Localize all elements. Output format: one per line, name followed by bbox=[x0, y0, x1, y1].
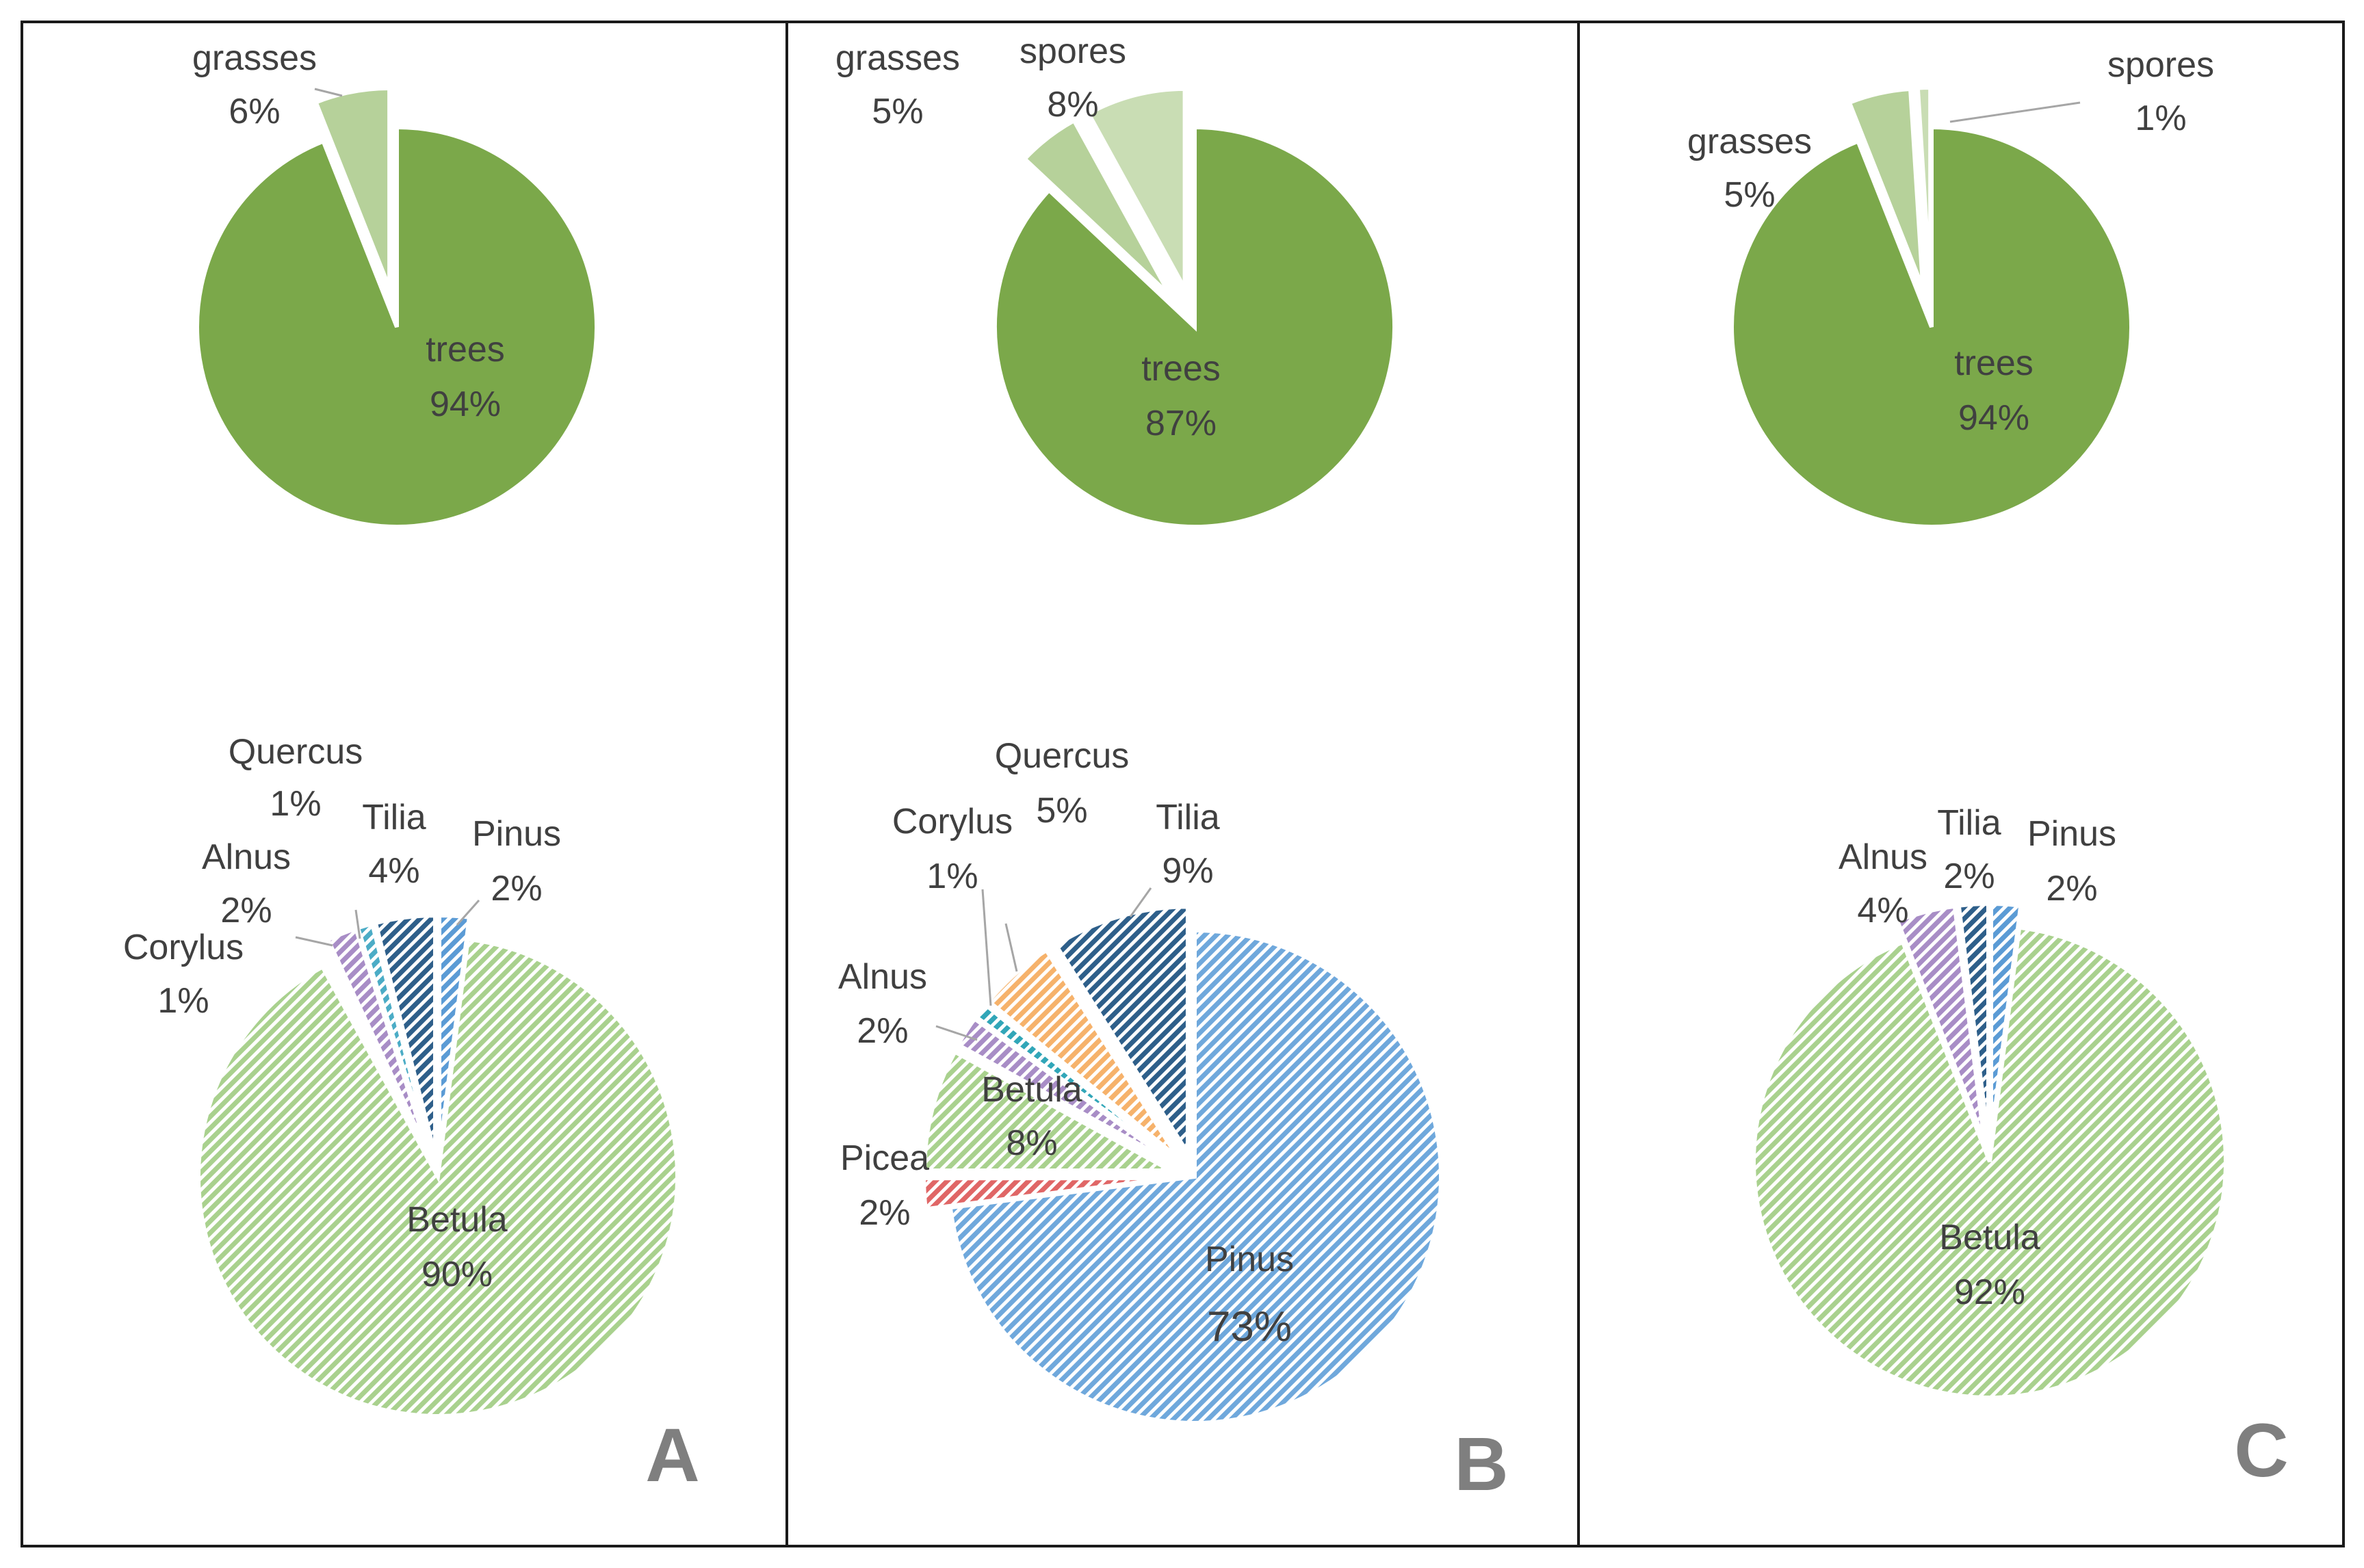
slice-value-pinus: 73% bbox=[1207, 1303, 1292, 1350]
slice-label-trees: trees bbox=[1141, 349, 1221, 389]
leader-line-quercus bbox=[1004, 923, 1018, 972]
slice-value-grasses: 5% bbox=[1724, 175, 1775, 215]
pie-slice-tilia bbox=[1052, 904, 1190, 1160]
pie-slice-betula bbox=[1752, 925, 2228, 1400]
slice-value-pinus: 2% bbox=[491, 869, 542, 909]
slice-label-betula: Betula bbox=[1939, 1218, 2040, 1257]
slice-label-tilia: Tilia bbox=[1156, 798, 1219, 837]
panel-letter-b: B bbox=[1454, 1422, 1508, 1506]
slice-value-quercus: 1% bbox=[270, 784, 321, 824]
slice-value-betula: 92% bbox=[1954, 1272, 2025, 1312]
pie-slice-trees bbox=[993, 125, 1397, 529]
panel-letter-c: C bbox=[2234, 1409, 2288, 1493]
slice-label-corylus: Corylus bbox=[892, 802, 1013, 841]
pie-a-top: trees 94% grasses 6% bbox=[192, 38, 599, 529]
slice-value-tilia: 2% bbox=[1943, 857, 1995, 896]
slice-label-grasses: grasses bbox=[1687, 122, 1812, 161]
slice-value-corylus: 1% bbox=[926, 857, 978, 896]
leader-line-pinus bbox=[456, 900, 480, 926]
slice-value-trees: 87% bbox=[1145, 404, 1217, 443]
slice-value-tilia: 4% bbox=[368, 851, 419, 891]
pie-slice-corylus bbox=[973, 1002, 1177, 1164]
slice-label-grasses: grasses bbox=[192, 38, 317, 78]
pie-slice-tilia bbox=[1956, 902, 1990, 1140]
leader-line-alnus bbox=[295, 936, 333, 947]
pie-slice-alnus bbox=[1895, 904, 1987, 1142]
slice-value-trees: 94% bbox=[1958, 398, 2029, 438]
slice-value-grasses: 6% bbox=[229, 92, 280, 131]
slice-label-spores: spores bbox=[2107, 45, 2214, 85]
leader-line-tilia bbox=[1129, 887, 1152, 917]
slice-value-alnus: 2% bbox=[220, 891, 272, 930]
slice-value-alnus: 2% bbox=[857, 1011, 908, 1051]
pie-slice-tilia bbox=[373, 913, 437, 1155]
pie-slice-spores bbox=[1915, 86, 1933, 288]
slice-label-tilia: Tilia bbox=[1937, 803, 2001, 843]
slice-value-betula: 90% bbox=[421, 1255, 493, 1294]
pie-slice-spores bbox=[1085, 86, 1187, 290]
leader-line-spores bbox=[1949, 101, 2081, 123]
slice-value-corylus: 1% bbox=[157, 981, 209, 1021]
pie-slice-picea bbox=[922, 1176, 1171, 1212]
pie-slice-pinus bbox=[948, 928, 1444, 1425]
slice-label-trees: trees bbox=[426, 330, 505, 369]
pie-c-bottom: Pinus 2% Betula 92% Alnus 4% Tilia 2% bbox=[1752, 803, 2228, 1400]
pie-a-bottom: Pinus 2% Betula 90% Corylus 1% Alnus 2% Quercus 1… bbox=[123, 732, 679, 1418]
slice-label-picea: Picea bbox=[840, 1138, 929, 1178]
slice-value-pinus: 2% bbox=[2046, 869, 2097, 909]
slice-value-quercus: 5% bbox=[1036, 791, 1087, 831]
pie-b-bottom: Pinus 73% Picea 2% Betula 8% Alnus 2% Corylus 1% Q… bbox=[838, 736, 1444, 1425]
pie-slice-betula bbox=[196, 937, 679, 1418]
panel-frames bbox=[21, 21, 2345, 1547]
slice-value-betula: 8% bbox=[1006, 1123, 1057, 1163]
pie-slice-trees bbox=[195, 125, 599, 529]
slice-value-tilia: 9% bbox=[1162, 851, 1213, 891]
slice-value-spores: 8% bbox=[1047, 85, 1098, 125]
pie-slice-alnus bbox=[955, 1015, 1175, 1166]
pie-b-top: trees 87% grasses 5% spores 8% bbox=[835, 31, 1397, 529]
slice-label-tilia: Tilia bbox=[362, 798, 426, 837]
slice-value-spores: 1% bbox=[2135, 99, 2186, 138]
slice-label-corylus: Corylus bbox=[123, 928, 244, 967]
pie-slice-trees bbox=[1730, 125, 2133, 529]
pie-slice-grasses bbox=[1846, 86, 1925, 289]
slice-label-alnus: Alnus bbox=[202, 837, 291, 877]
charts-layer: trees 94% grasses 6% Pinus 2% Betula 90% Corylus… bbox=[123, 31, 2228, 1425]
slice-value-grasses: 5% bbox=[872, 92, 923, 131]
slice-label-trees: trees bbox=[1954, 343, 2034, 383]
slice-label-pinus: Pinus bbox=[472, 814, 561, 854]
leader-line-grasses bbox=[314, 88, 343, 97]
panel-c-frame bbox=[1577, 21, 2345, 1547]
slice-label-quercus: Quercus bbox=[995, 736, 1130, 776]
pie-slice-corylus bbox=[309, 937, 430, 1158]
slice-label-grasses: grasses bbox=[835, 38, 960, 78]
pie-c-top: trees 94% grasses 5% spores 1% bbox=[1687, 45, 2214, 529]
pie-slice-quercus bbox=[985, 947, 1180, 1160]
slice-value-picea: 2% bbox=[859, 1193, 910, 1233]
slice-label-pinus: Pinus bbox=[1205, 1240, 1294, 1279]
pie-slice-betula bbox=[922, 1049, 1172, 1173]
leader-line-quercus bbox=[354, 909, 361, 939]
slice-label-pinus: Pinus bbox=[2027, 814, 2116, 854]
slice-value-trees: 94% bbox=[430, 384, 501, 424]
slice-label-alnus: Alnus bbox=[838, 957, 927, 997]
slice-label-spores: spores bbox=[1019, 31, 1126, 71]
panel-letter-a: A bbox=[645, 1413, 699, 1498]
slice-label-alnus: Alnus bbox=[1839, 837, 1927, 877]
slice-value-alnus: 4% bbox=[1857, 891, 1908, 930]
leader-line-alnus bbox=[935, 1025, 978, 1041]
slice-label-betula: Betula bbox=[981, 1070, 1082, 1110]
slice-label-betula: Betula bbox=[406, 1200, 508, 1240]
pie-slice-grasses bbox=[313, 86, 392, 289]
pie-slice-grasses bbox=[1022, 118, 1173, 298]
leader-line-corylus bbox=[981, 889, 992, 1006]
slice-label-quercus: Quercus bbox=[229, 732, 363, 772]
pie-slice-alnus bbox=[325, 926, 432, 1158]
